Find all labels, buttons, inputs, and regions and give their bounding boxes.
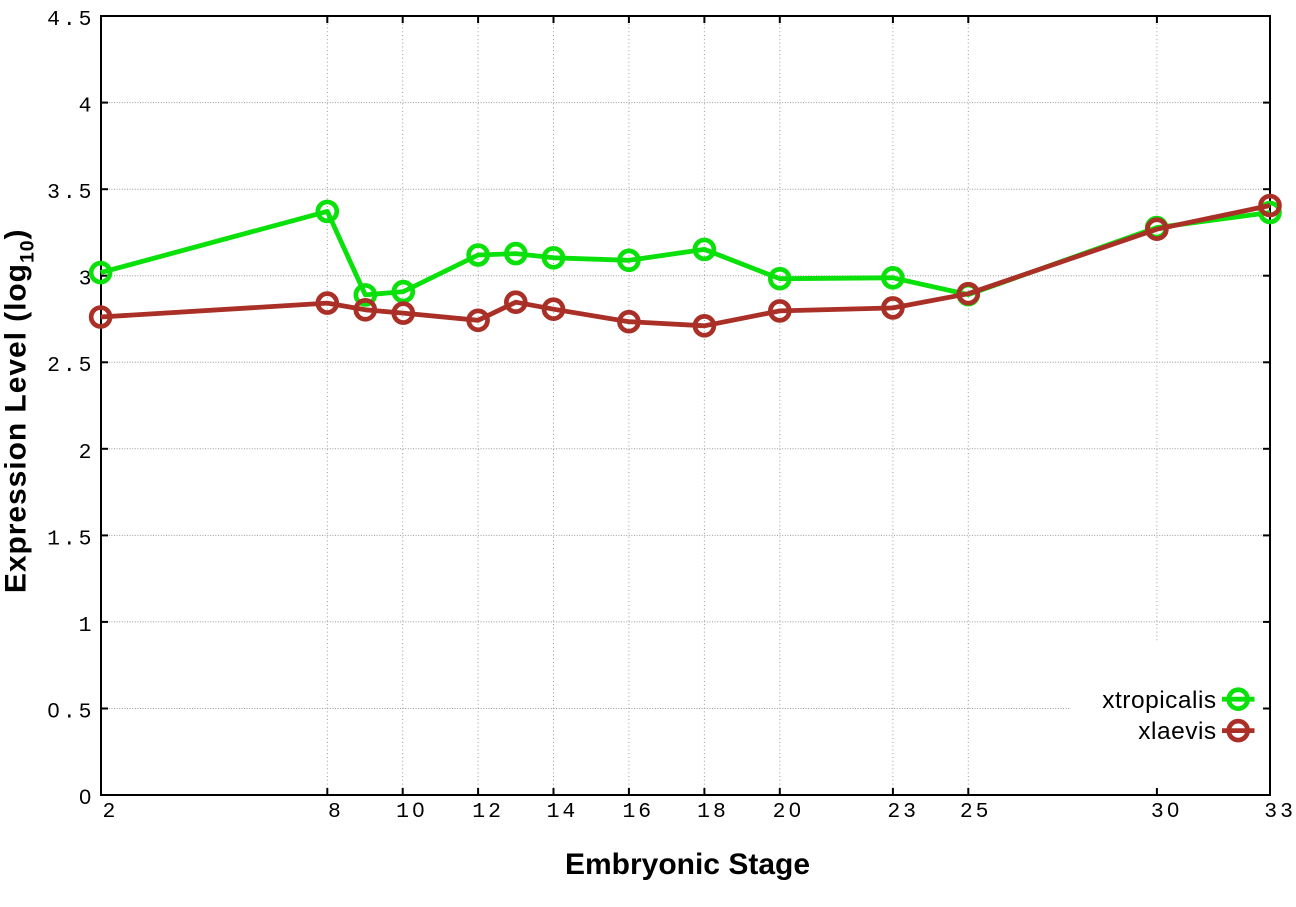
svg-text:.: .: [63, 181, 76, 205]
svg-text:.: .: [63, 700, 76, 724]
svg-text:.: .: [63, 527, 76, 551]
svg-text:2: 2: [488, 800, 501, 824]
svg-text:3: 3: [47, 181, 60, 205]
svg-text:3: 3: [1151, 800, 1164, 824]
svg-text:3: 3: [1264, 800, 1277, 824]
svg-text:.: .: [63, 354, 76, 378]
svg-text:1: 1: [396, 800, 409, 824]
svg-text:0: 0: [789, 797, 801, 822]
svg-text:1: 1: [47, 527, 60, 551]
svg-text:5: 5: [976, 800, 989, 824]
svg-text:3: 3: [1280, 800, 1293, 824]
svg-text:2: 2: [773, 800, 786, 824]
svg-text:2: 2: [960, 800, 973, 824]
svg-text:4: 4: [79, 95, 92, 119]
svg-text:.: .: [63, 8, 76, 32]
svg-text:xtropicalis: xtropicalis: [1102, 687, 1216, 714]
svg-text:3: 3: [79, 268, 92, 292]
svg-text:1: 1: [622, 800, 635, 824]
svg-text:8: 8: [328, 800, 341, 824]
svg-text:5: 5: [79, 700, 92, 724]
svg-text:0: 0: [79, 784, 91, 809]
svg-text:xlaevis: xlaevis: [1138, 718, 1216, 745]
svg-text:3: 3: [903, 800, 916, 824]
svg-text:2: 2: [79, 441, 92, 465]
svg-text:0: 0: [47, 697, 59, 722]
svg-text:5: 5: [79, 8, 92, 32]
svg-text:1: 1: [547, 800, 560, 824]
svg-text:5: 5: [79, 527, 92, 551]
svg-text:5: 5: [79, 181, 92, 205]
svg-text:2: 2: [102, 800, 115, 824]
svg-text:4: 4: [562, 800, 575, 824]
svg-text:8: 8: [713, 800, 726, 824]
svg-text:Expression Level (log10): Expression Level (log10): [0, 229, 39, 594]
svg-text:1: 1: [472, 800, 485, 824]
svg-text:1: 1: [697, 800, 710, 824]
svg-text:2: 2: [47, 354, 60, 378]
svg-text:1: 1: [79, 614, 92, 638]
svg-text:5: 5: [79, 354, 92, 378]
svg-text:2: 2: [887, 800, 900, 824]
svg-text:4: 4: [47, 8, 60, 32]
svg-text:0: 0: [1167, 797, 1179, 822]
svg-text:0: 0: [412, 797, 424, 822]
svg-text:6: 6: [638, 800, 651, 824]
svg-text:Embryonic Stage: Embryonic Stage: [565, 848, 810, 881]
